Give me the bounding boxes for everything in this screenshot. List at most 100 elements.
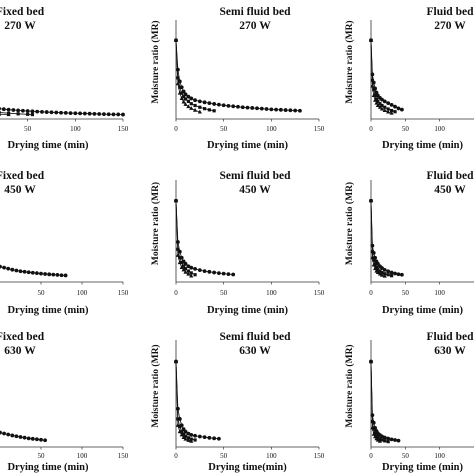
data-point-triangle (177, 429, 182, 434)
data-point-circle (26, 270, 31, 275)
data-point-circle (255, 106, 259, 111)
data-point-circle (35, 109, 40, 114)
data-point-circle (189, 432, 194, 437)
panel-title: Fluid bed (427, 170, 474, 182)
data-point-triangle (181, 267, 186, 272)
data-point-square (212, 109, 216, 113)
data-point-triangle (189, 438, 194, 443)
panel-title: Semi fluid bed (220, 6, 292, 18)
data-point-circle (396, 438, 401, 443)
data-point-circle (212, 270, 217, 275)
data-point-circle (111, 112, 116, 117)
data-point-circle (14, 434, 19, 439)
data-point-triangle (186, 104, 191, 109)
data-point-circle (197, 99, 202, 104)
data-point-square (193, 273, 197, 277)
data-point-circle (102, 112, 106, 117)
data-point-square (178, 85, 182, 89)
chart-panel-7: 50 100 150 Fixed bed 630 W Drying time (min) (0, 331, 129, 473)
panel-subtitle: 270 W (434, 20, 466, 32)
x-tick-label: 50 (220, 452, 228, 460)
data-point-circle (73, 111, 78, 116)
data-point-circle (274, 107, 278, 112)
chart-panel-8: 0 50 100 150 Semi fluid bed 630 W Drying time(… (150, 331, 325, 473)
data-point-circle (30, 436, 35, 441)
data-point-triangle (177, 90, 182, 95)
x-tick-label: 0 (174, 125, 178, 133)
x-tick-label: 150 (118, 289, 129, 297)
data-point-triangle (382, 108, 387, 113)
data-point-circle (197, 434, 202, 439)
data-point-circle (63, 273, 68, 278)
data-point-square (386, 273, 390, 277)
data-point-square (0, 110, 1, 115)
data-point-square (372, 258, 376, 262)
x-tick-label: 100 (434, 289, 445, 297)
data-point-triangle (6, 112, 11, 117)
x-tick-label: 50 (38, 452, 46, 460)
chart-panel-9: 0 50 100 Fluid bed 630 W Drying time (min) Moi… (344, 331, 474, 473)
data-point-circle (92, 111, 97, 116)
data-point-square (383, 105, 387, 109)
data-point-square (378, 437, 382, 441)
data-point-circle (386, 101, 391, 106)
panel-subtitle: 450 W (434, 184, 466, 196)
data-point-circle (250, 106, 255, 110)
data-point-square (180, 430, 184, 434)
data-point-circle (386, 436, 391, 441)
data-point-circle (400, 272, 404, 277)
data-point-square (378, 269, 382, 273)
data-point-circle (10, 433, 15, 438)
data-point-circle (212, 436, 217, 441)
data-point-circle (18, 269, 23, 274)
data-point-circle (25, 109, 30, 113)
data-point-circle (59, 110, 63, 115)
data-point-triangle (371, 93, 376, 97)
data-point-triangle (181, 99, 186, 104)
data-point-square (183, 434, 188, 438)
x-tick-label: 50 (402, 289, 410, 297)
data-point-square (30, 112, 35, 117)
data-point-square (386, 440, 390, 444)
x-tick-label: 0 (369, 125, 373, 133)
data-point-circle (236, 104, 240, 109)
data-point-circle (39, 271, 43, 276)
x-tick-label: 100 (70, 125, 81, 133)
data-point-triangle (189, 273, 194, 278)
x-tick-label: 150 (118, 452, 129, 460)
data-point-triangle (179, 265, 184, 269)
data-point-square (380, 103, 384, 108)
data-point-square (378, 102, 382, 106)
x-tick-label: 150 (118, 125, 129, 133)
data-point-triangle (389, 110, 394, 115)
data-point-triangle (377, 104, 383, 109)
data-point-square (393, 110, 397, 114)
data-point-square (182, 95, 186, 99)
data-point-circle (389, 103, 394, 107)
data-point-circle (59, 273, 64, 278)
data-point-circle (389, 437, 394, 442)
data-point-circle (259, 106, 264, 111)
series-line-circle (175, 361, 219, 440)
data-point-square (189, 271, 193, 275)
data-point-circle (380, 266, 384, 270)
data-point-triangle (382, 273, 387, 278)
data-point-square (186, 99, 190, 103)
data-point-circle (22, 435, 27, 440)
x-tick-label: 150 (314, 125, 325, 133)
data-point-circle (386, 269, 391, 274)
data-point-circle (221, 103, 226, 108)
data-point-circle (2, 265, 6, 270)
x-tick-label: 100 (266, 289, 277, 297)
data-point-circle (6, 432, 11, 437)
data-point-circle (189, 96, 194, 101)
data-point-circle (97, 112, 102, 116)
y-axis-label: Moisture ratio (MR) (344, 20, 355, 103)
x-tick-label: 50 (24, 125, 32, 133)
data-point-square (182, 264, 186, 268)
data-point-circle (231, 104, 236, 109)
data-point-triangle (173, 359, 179, 364)
data-point-triangle (370, 255, 375, 260)
data-point-circle (14, 268, 19, 273)
panel-subtitle: 630 W (434, 345, 466, 357)
